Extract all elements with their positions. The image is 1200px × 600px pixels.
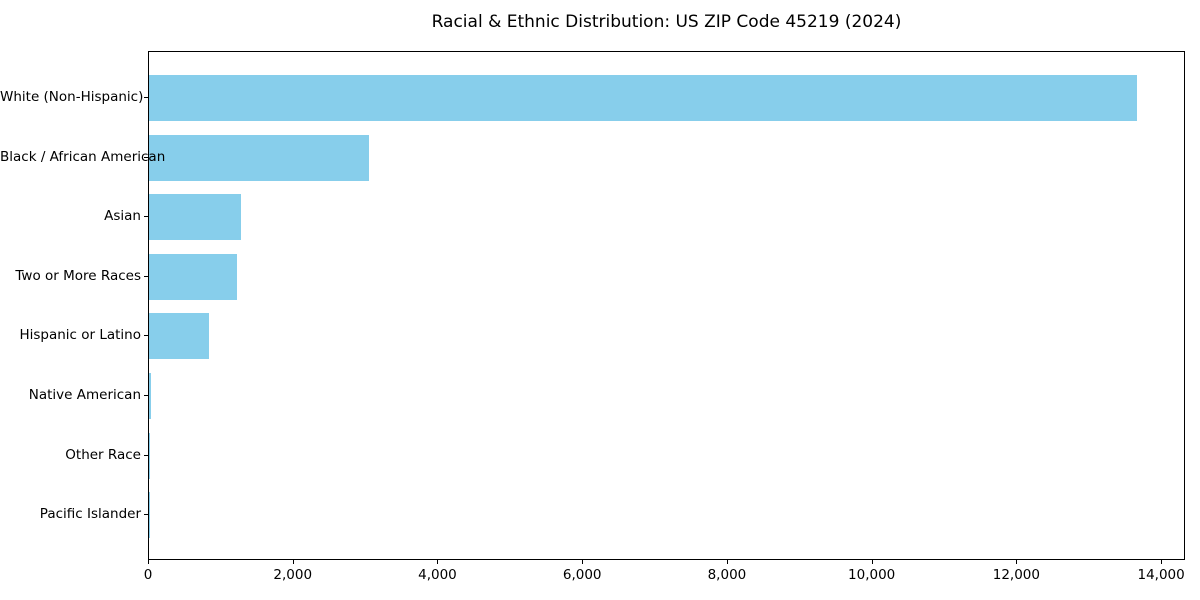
bar-hispanic-or-latino bbox=[149, 313, 210, 360]
plot-area bbox=[148, 51, 1185, 560]
y-tick-label-native-american: Native American bbox=[28, 387, 141, 403]
bar-two-or-more-races bbox=[149, 253, 237, 300]
y-tick-label-asian: Asian bbox=[104, 208, 141, 225]
x-tick-mark bbox=[148, 560, 149, 564]
x-tick-mark bbox=[1161, 560, 1163, 564]
x-tick-mark bbox=[437, 560, 439, 564]
bar-pacific-islander bbox=[149, 492, 150, 539]
y-tick-label-white-non-hispanic: White (Non-Hispanic) bbox=[0, 89, 144, 105]
bar-native-american bbox=[149, 373, 151, 419]
x-tick-label-12-000: 12,000 bbox=[992, 567, 1040, 583]
y-tick-label-two-or-more-races: Two or More Races bbox=[15, 267, 141, 284]
y-tick-label-black-african-american: Black / African American bbox=[0, 148, 166, 165]
x-tick-mark bbox=[582, 560, 584, 564]
bar-white-non-hispanic bbox=[149, 75, 1137, 121]
y-tick-label-hispanic-or-latino: Hispanic or Latino bbox=[19, 327, 141, 344]
y-tick-mark bbox=[144, 156, 148, 158]
y-tick-label-pacific-islander: Pacific Islander bbox=[39, 506, 141, 523]
y-tick-mark bbox=[144, 514, 148, 516]
y-tick-mark bbox=[144, 97, 148, 98]
x-tick-mark bbox=[1016, 560, 1018, 564]
x-tick-label-6-000: 6,000 bbox=[562, 567, 602, 583]
bar-other-race bbox=[149, 432, 151, 479]
x-tick-label-14-000: 14,000 bbox=[1137, 567, 1185, 583]
y-tick-mark bbox=[144, 216, 148, 218]
x-tick-label-10-000: 10,000 bbox=[848, 567, 896, 583]
x-tick-label-8-000: 8,000 bbox=[707, 567, 747, 583]
x-tick-mark bbox=[292, 560, 294, 564]
y-tick-mark bbox=[144, 275, 148, 277]
y-tick-label-other-race: Other Race bbox=[65, 446, 141, 463]
x-tick-mark bbox=[726, 560, 728, 564]
chart-title: Racial & Ethnic Distribution: US ZIP Cod… bbox=[431, 12, 902, 32]
y-tick-mark bbox=[144, 395, 148, 396]
x-tick-label-4-000: 4,000 bbox=[418, 567, 457, 583]
y-tick-mark bbox=[144, 335, 148, 337]
bar-black-african-american bbox=[149, 134, 369, 181]
y-tick-mark bbox=[144, 454, 148, 456]
x-tick-label-0: 0 bbox=[143, 567, 153, 583]
x-tick-mark bbox=[871, 560, 873, 564]
x-tick-label-2-000: 2,000 bbox=[273, 567, 313, 583]
bar-asian bbox=[149, 194, 241, 241]
